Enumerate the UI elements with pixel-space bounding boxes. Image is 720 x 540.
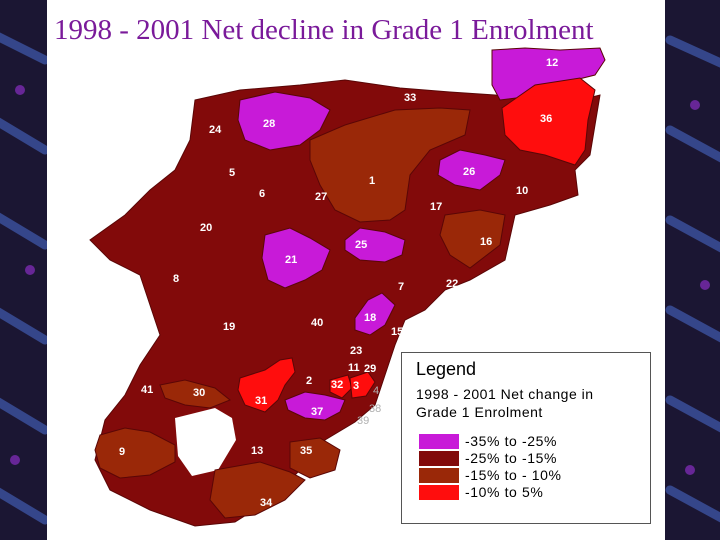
legend-subtitle-line: 1998 - 2001 Net change in [416,386,594,402]
district-label: 7 [398,281,404,293]
district-label: 35 [300,445,312,457]
district-label: 37 [311,406,323,418]
district-label: 8 [173,273,179,285]
districts-red [237,77,596,413]
district-label: 1 [369,175,375,187]
district-label: 2 [306,375,312,387]
district-label: 16 [480,236,492,248]
district-label: 28 [263,118,275,130]
legend-label: -35% to -25% [465,433,558,449]
legend-title: Legend [416,359,477,379]
district-label: 15 [391,326,403,338]
map-legend: Legend 1998 - 2001 Net change in Grade 1… [401,352,651,524]
district-label: 23 [350,345,362,357]
district-label: 33 [404,92,416,104]
district-label: 21 [285,254,297,266]
district-label: 34 [260,497,273,509]
district-label: 12 [546,57,558,69]
district-label: 32 [331,379,343,391]
legend-label: -25% to -15% [465,450,558,466]
district-label: 26 [463,166,475,178]
legend-swatch [419,451,459,466]
districts-purple [237,47,606,421]
legend-subtitle-line: Grade 1 Enrolment [416,404,543,420]
district-label: 18 [364,312,376,324]
district-label: 24 [209,124,222,136]
legend-swatch [419,434,459,449]
district-label: 13 [251,445,263,457]
districts-brown [94,107,506,519]
district-label: 27 [315,191,327,203]
district-label: 30 [193,387,205,399]
district-label: 22 [446,278,458,290]
district-label: 38 [369,403,381,415]
district-label: 10 [516,185,528,197]
legend-label: -15% to - 10% [465,467,562,483]
district-label: 41 [141,384,153,396]
district-label: 17 [430,201,442,213]
district-label: 4 [373,385,379,397]
legend-swatch [419,468,459,483]
district-label: 11 [348,362,360,374]
district-label: 36 [540,113,552,125]
district-label: 31 [255,395,267,407]
district-label: 5 [229,167,235,179]
district-label: 9 [119,446,125,458]
district-label: 6 [259,188,265,200]
legend-swatch [419,485,459,500]
slide-title: 1998 - 2001 Net decline in Grade 1 Enrol… [54,14,594,46]
legend-subtitle: 1998 - 2001 Net change in Grade 1 Enrolm… [416,385,594,421]
district-labels: 12 33 36 24 28 26 5 1 10 6 27 17 20 16 2… [119,57,558,509]
district-label: 3 [353,380,359,392]
district-label: 40 [311,317,323,329]
legend-label: -10% to 5% [465,484,544,500]
district-label: 19 [223,321,235,333]
map-lake [175,408,236,476]
district-label: 20 [200,222,212,234]
district-label: 29 [364,363,376,375]
district-label: 25 [355,239,367,251]
district-label: 39 [357,415,369,427]
